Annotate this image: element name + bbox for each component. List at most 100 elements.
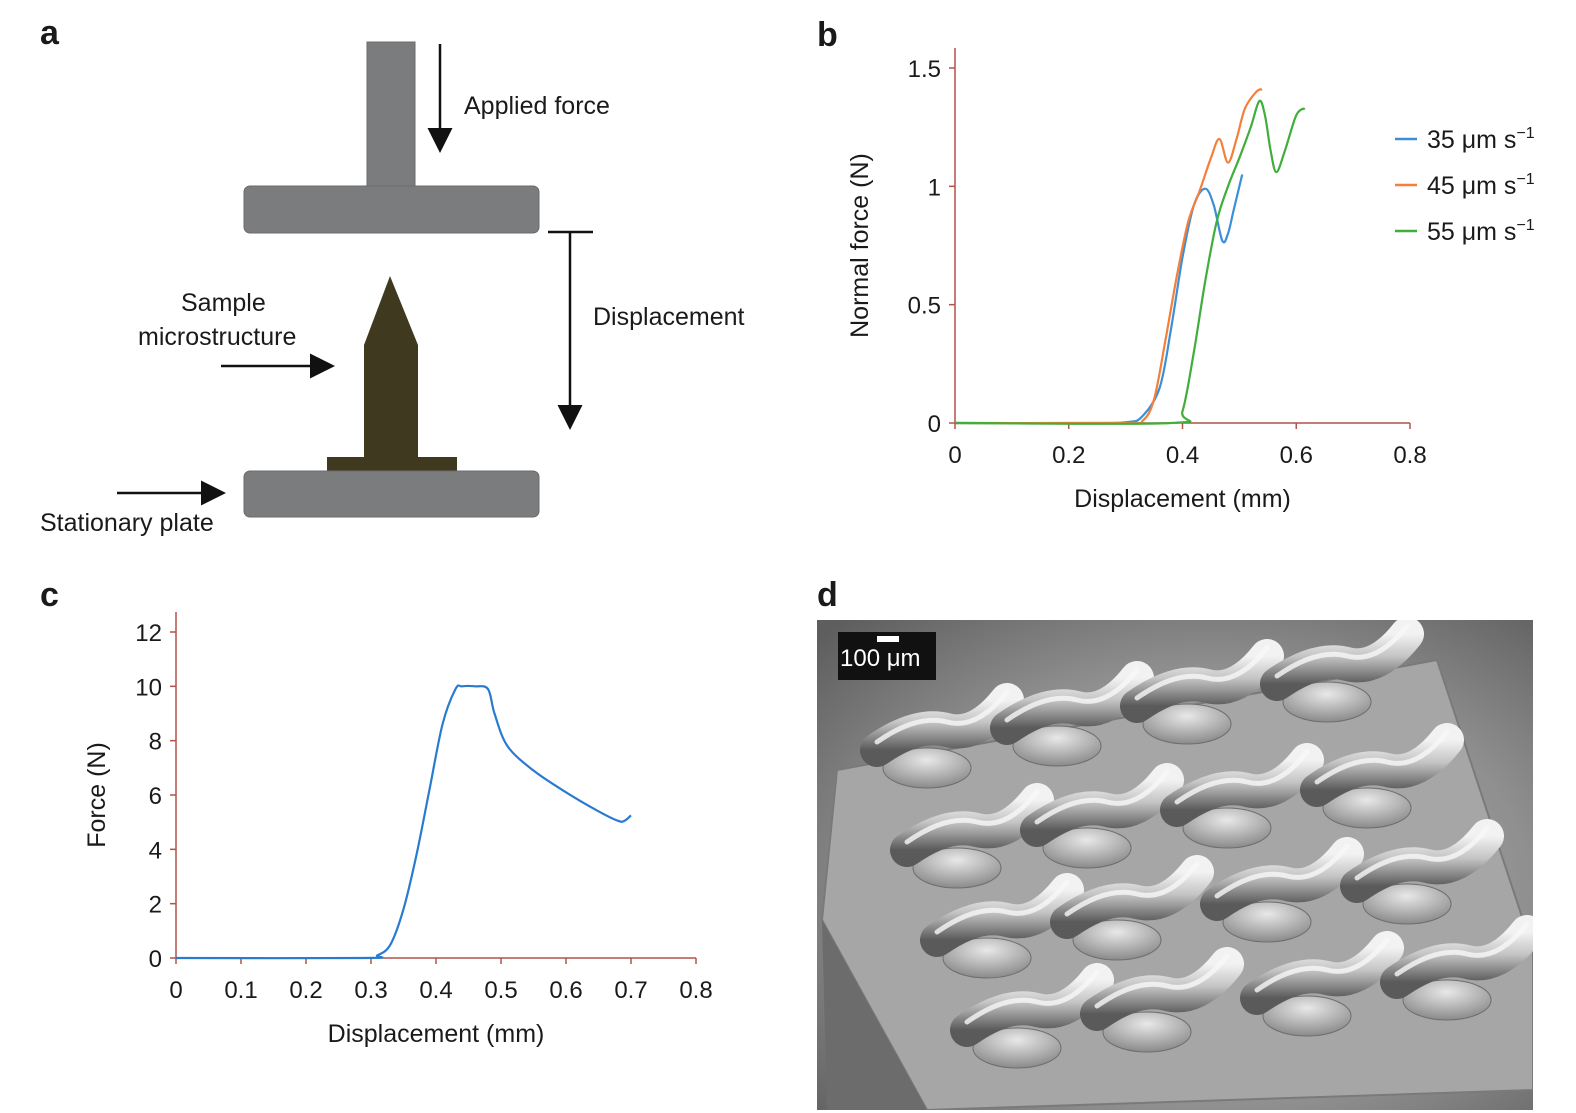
chart-b-x-tick-label: 0	[948, 442, 961, 469]
sem-cone-base	[1012, 725, 1102, 767]
chart-c-x-tick-label: 0.4	[419, 977, 452, 1004]
sem-tube-highlight	[1174, 749, 1310, 805]
chart-c-y-tick-label: 2	[149, 892, 162, 919]
sem-cone-base	[1042, 827, 1132, 869]
sem-tube-highlight	[1354, 825, 1490, 881]
scale-bar-label: 100 μm	[840, 645, 921, 672]
chart-c-x-tick-label: 0.8	[679, 977, 712, 1004]
sem-cone-base	[1142, 703, 1232, 745]
sem-tube	[1380, 915, 1533, 999]
sample-label-line1: Sample	[181, 289, 266, 317]
sample-microstructure	[364, 276, 418, 460]
chart-c-y-tick-label: 12	[135, 620, 162, 647]
chart-b-y-tick-label: 0	[928, 411, 941, 438]
chart-b-series-line-2	[954, 88, 1263, 425]
chart-c-x-tick-label: 0.7	[614, 977, 647, 1004]
chart-c-series-line-1	[175, 684, 632, 960]
sem-cone-base	[1182, 807, 1272, 849]
chart-b-x-tick-label: 0.4	[1166, 442, 1199, 469]
chart-b-series-line-3	[954, 99, 1306, 425]
sem-tube-highlight	[1394, 921, 1530, 977]
sem-tube-highlight	[1094, 953, 1230, 1009]
sem-tube	[1160, 743, 1324, 827]
sem-tube-highlight	[1314, 729, 1450, 785]
sem-micrograph	[817, 620, 1533, 1110]
chart-c-y-tick-label: 10	[135, 674, 162, 701]
sem-tube	[1080, 947, 1244, 1031]
chart-c-x-tick-label: 0.3	[354, 977, 387, 1004]
sem-tube-highlight	[904, 789, 1040, 845]
sem-cone-base	[1282, 681, 1372, 723]
applied-force-rod	[366, 41, 416, 193]
panel-letter-c: c	[40, 576, 59, 614]
panel-letter-a: a	[40, 14, 59, 52]
sem-cone-base	[1322, 787, 1412, 829]
chart-b-x-tick-label: 0.6	[1280, 442, 1313, 469]
stationary-plate	[243, 470, 540, 518]
sem-cone-base	[942, 937, 1032, 979]
chart-c-x-tick-label: 0	[169, 977, 182, 1004]
top-plate	[243, 185, 540, 234]
sem-tube	[1300, 723, 1464, 807]
sem-cone-base	[882, 747, 972, 789]
chart-c-y-axis-label: Force (N)	[83, 742, 111, 848]
chart-b-y-tick-label: 1	[928, 174, 941, 201]
chart-c-x-tick-label: 0.1	[224, 977, 257, 1004]
chart-b-y-tick-label: 1.5	[908, 56, 941, 83]
sem-tube	[950, 963, 1114, 1047]
chart-b-y-axis-label: Normal force (N)	[846, 153, 874, 338]
chart-b-legend-label-1: 35 μm s−1	[1427, 125, 1535, 154]
sem-cone-base	[912, 847, 1002, 889]
sem-tube	[1200, 837, 1364, 921]
chart-b-x-tick-label: 0.2	[1052, 442, 1085, 469]
sem-tube-highlight	[1004, 667, 1140, 723]
chart-c-x-tick-label: 0.6	[549, 977, 582, 1004]
sem-tube-highlight	[874, 689, 1010, 745]
sem-tube	[1240, 931, 1404, 1015]
sem-cone-base	[1102, 1011, 1192, 1053]
sem-cone-base	[1362, 883, 1452, 925]
sem-tube-highlight	[1214, 843, 1350, 899]
sem-cone-base	[1222, 901, 1312, 943]
sem-tube	[860, 683, 1024, 767]
panel-letter-d: d	[817, 576, 838, 614]
sem-cone-base	[972, 1027, 1062, 1069]
sem-tube	[890, 783, 1054, 867]
sem-tube-highlight	[1034, 769, 1170, 825]
displacement-label: Displacement	[593, 303, 745, 331]
chart-c-x-tick-label: 0.5	[484, 977, 517, 1004]
sem-tube-highlight	[1254, 937, 1390, 993]
stationary-plate-label: Stationary plate	[40, 509, 214, 537]
sem-image	[817, 620, 1533, 1110]
sem-tube-highlight	[934, 879, 1070, 935]
sem-tube	[1020, 763, 1184, 847]
sem-cone-base	[1072, 919, 1162, 961]
sem-tube-highlight	[1274, 623, 1410, 679]
chart-b-x-tick-label: 0.8	[1393, 442, 1426, 469]
sem-tube-highlight	[1134, 645, 1270, 701]
sem-tube	[990, 661, 1154, 745]
chart-c-y-tick-label: 4	[149, 837, 162, 864]
scale-bar	[877, 636, 899, 642]
sem-tube-highlight	[964, 969, 1100, 1025]
chart-c-x-tick-label: 0.2	[289, 977, 322, 1004]
sem-tube	[1260, 620, 1424, 701]
chart-c-y-tick-label: 8	[149, 729, 162, 756]
chart-c-y-tick-label: 0	[149, 946, 162, 973]
sem-tube	[1340, 819, 1504, 903]
sem-cone-base	[1262, 995, 1352, 1037]
applied-force-label: Applied force	[464, 92, 610, 120]
panel-letter-b: b	[817, 16, 838, 54]
sem-cone-base	[1402, 979, 1492, 1021]
sample-label-line2: microstructure	[138, 323, 297, 351]
chart-c-y-tick-label: 6	[149, 783, 162, 810]
sem-tube	[920, 873, 1084, 957]
chart-b-x-axis-label: Displacement (mm)	[1074, 485, 1291, 513]
chart-b-y-tick-label: 0.5	[908, 293, 941, 320]
sem-tube	[1120, 639, 1284, 723]
sem-tube	[1050, 855, 1214, 939]
chart-c-x-axis-label: Displacement (mm)	[328, 1020, 545, 1048]
